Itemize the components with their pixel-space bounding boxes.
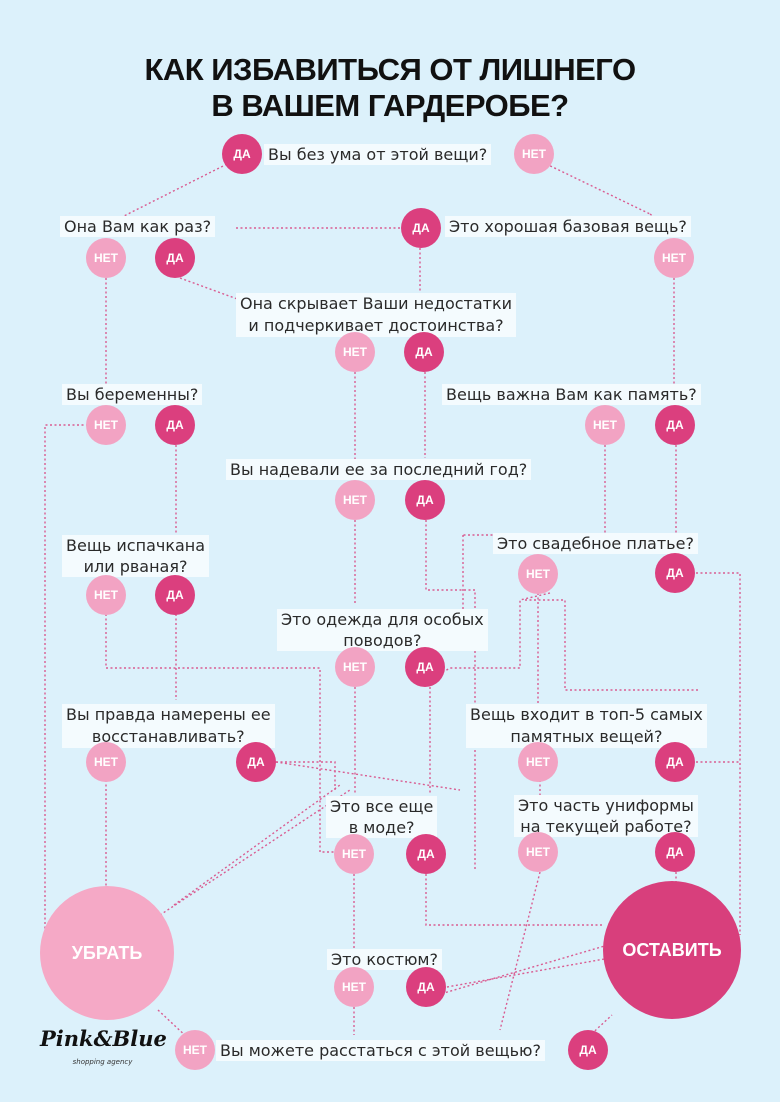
question-worn-year: Вы надевали ее за последний год? [226,459,532,480]
question-damaged-line-1: Вещь испачкана [66,536,206,555]
answer-no-circle: НЕТ [514,134,554,174]
question-restore: Вы правда намерены ее восстанавливать? [62,704,275,748]
brand-logo: Pink&Blue [40,1026,167,1051]
question-crazy: Вы без ума от этой вещи? [264,144,492,165]
answer-no-circle: НЕТ [335,480,375,520]
answer-no-circle: НЕТ [654,238,694,278]
question-fashion: Это все еще в моде? [326,796,438,838]
answer-no-circle: НЕТ [86,405,126,445]
title-line-2: В ВАШЕМ ГАРДЕРОБЕ? [211,88,569,123]
answer-yes-circle: ДА [401,208,441,248]
question-wedding: Это свадебное платье? [493,533,698,554]
question-flatters-line-2: и подчеркивает достоинства? [248,316,504,335]
answer-no-circle: НЕТ [334,967,374,1007]
question-special: Это одежда для особых поводов? [277,609,488,651]
question-suit: Это костюм? [327,949,442,970]
question-top5-line-2: памятных вещей? [510,727,663,746]
answer-no-circle: НЕТ [518,832,558,872]
answer-no-circle: НЕТ [335,332,375,372]
answer-yes-circle: ДА [222,134,262,174]
question-uniform-line-2: на текущей работе? [520,817,692,836]
answer-no-circle: НЕТ [518,554,558,594]
answer-no-circle: НЕТ [175,1030,215,1070]
question-fashion-line-1: Это все еще [330,797,434,816]
question-memory: Вещь важна Вам как память? [442,384,701,405]
question-damaged: Вещь испачкана или рваная? [62,535,210,577]
question-top5: Вещь входит в топ-5 самых памятных вещей… [466,704,707,748]
question-top5-line-1: Вещь входит в топ-5 самых [470,705,703,724]
question-basic: Это хорошая базовая вещь? [445,216,691,237]
answer-yes-circle: ДА [155,238,195,278]
answer-yes-circle: ДА [404,332,444,372]
question-part: Вы можете расстаться с этой вещью? [216,1040,545,1061]
question-special-line-2: поводов? [343,631,422,650]
question-uniform: Это часть униформы на текущей работе? [514,795,698,837]
answer-yes-circle: ДА [155,575,195,615]
answer-yes-circle: ДА [405,647,445,687]
answer-yes-circle: ДА [655,405,695,445]
question-uniform-line-1: Это часть униформы [518,796,694,815]
answer-no-circle: НЕТ [334,834,374,874]
question-fashion-line-2: в моде? [348,818,415,837]
question-restore-line-1: Вы правда намерены ее [66,705,271,724]
question-restore-line-2: восстанавливать? [91,727,245,746]
answer-yes-circle: ДА [655,832,695,872]
answer-no-circle: НЕТ [86,575,126,615]
question-special-line-1: Это одежда для особых [281,610,484,629]
brand-tagline: shopping agency [72,1058,133,1066]
question-damaged-line-2: или рваная? [83,557,188,576]
title-line-1: КАК ИЗБАВИТЬСЯ ОТ ЛИШНЕГО [144,52,636,87]
question-pregnant: Вы беременны? [62,384,203,405]
outcome-remove: УБРАТЬ [40,886,174,1020]
question-flatters-line-1: Она скрывает Ваши недостатки [240,294,513,313]
answer-yes-circle: ДА [155,405,195,445]
answer-yes-circle: ДА [406,834,446,874]
answer-yes-circle: ДА [405,480,445,520]
answer-yes-circle: ДА [406,967,446,1007]
outcome-keep: ОСТАВИТЬ [603,881,741,1019]
answer-no-circle: НЕТ [335,647,375,687]
answer-yes-circle: ДА [655,553,695,593]
answer-yes-circle: ДА [568,1030,608,1070]
answer-no-circle: НЕТ [86,238,126,278]
answer-no-circle: НЕТ [585,405,625,445]
question-flatters: Она скрывает Ваши недостатки и подчеркив… [236,293,517,337]
answer-yes-circle: ДА [655,742,695,782]
answer-no-circle: НЕТ [86,742,126,782]
answer-yes-circle: ДА [236,742,276,782]
answer-no-circle: НЕТ [518,742,558,782]
question-fits: Она Вам как раз? [60,216,216,237]
